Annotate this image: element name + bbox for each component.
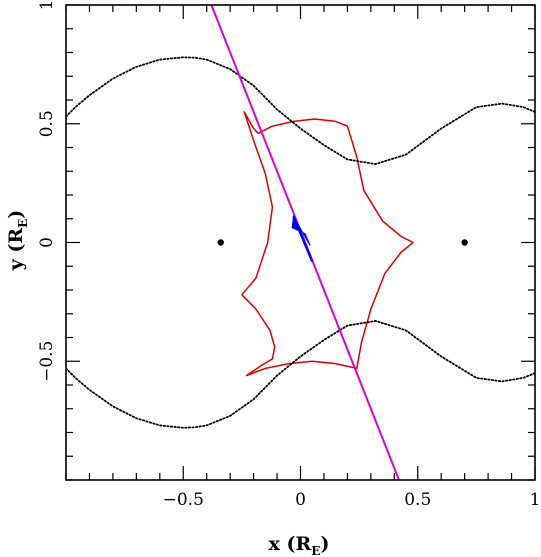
x-tick-label: −0.5: [163, 490, 204, 510]
y-tick-label: −0.5: [37, 341, 57, 382]
y-axis-title: y (RE): [5, 210, 30, 272]
critical-curve-upper-line: [66, 56, 535, 166]
y-tick-label: 0.5: [37, 110, 57, 137]
y-tick-label: 0: [37, 237, 57, 248]
y-tick-label: 1: [37, 0, 57, 10]
plot-area: [66, 5, 535, 480]
y-axis-title-subscript: E: [16, 219, 30, 228]
lens-mass-point-1: [217, 239, 224, 246]
series-group: [66, 5, 535, 480]
source-arrow-head: [291, 214, 311, 246]
x-tick-label: 0: [295, 490, 306, 510]
x-tick-label: 1: [530, 490, 541, 510]
axes: −0.5 0 0.5 1 −0.5 0 0.5 1: [37, 0, 540, 510]
y-axis-title-main: y (R: [5, 228, 27, 272]
caustic-line: [241, 111, 414, 377]
x-axis-title-close: ): [320, 533, 329, 555]
x-axis-title: x (RE): [269, 533, 330, 557]
y-axis-title-close: ): [5, 210, 27, 219]
lens-mass-point-2: [461, 239, 468, 246]
x-axis-title-main: x (R: [269, 533, 312, 555]
critical-curve-lower-line: [66, 319, 535, 429]
x-tick-label: 0.5: [404, 490, 431, 510]
x-axis-title-subscript: E: [311, 544, 320, 557]
